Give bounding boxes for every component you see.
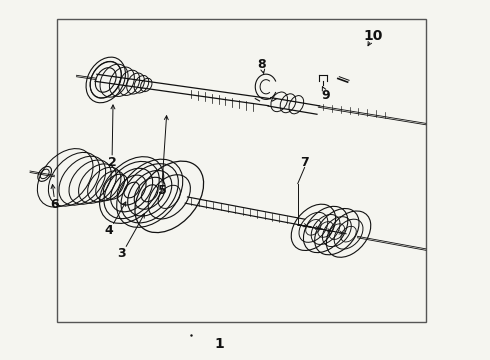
Text: 9: 9 [321, 89, 330, 102]
Text: 3: 3 [118, 247, 126, 260]
Text: 1: 1 [214, 337, 224, 351]
Text: 8: 8 [257, 58, 266, 71]
Text: 2: 2 [108, 156, 117, 169]
Text: 6: 6 [50, 198, 59, 211]
Text: 4: 4 [105, 224, 114, 238]
Text: 10: 10 [363, 29, 383, 43]
Bar [57, 19, 426, 321]
Text: 5: 5 [158, 184, 166, 197]
Text: 7: 7 [300, 156, 309, 169]
